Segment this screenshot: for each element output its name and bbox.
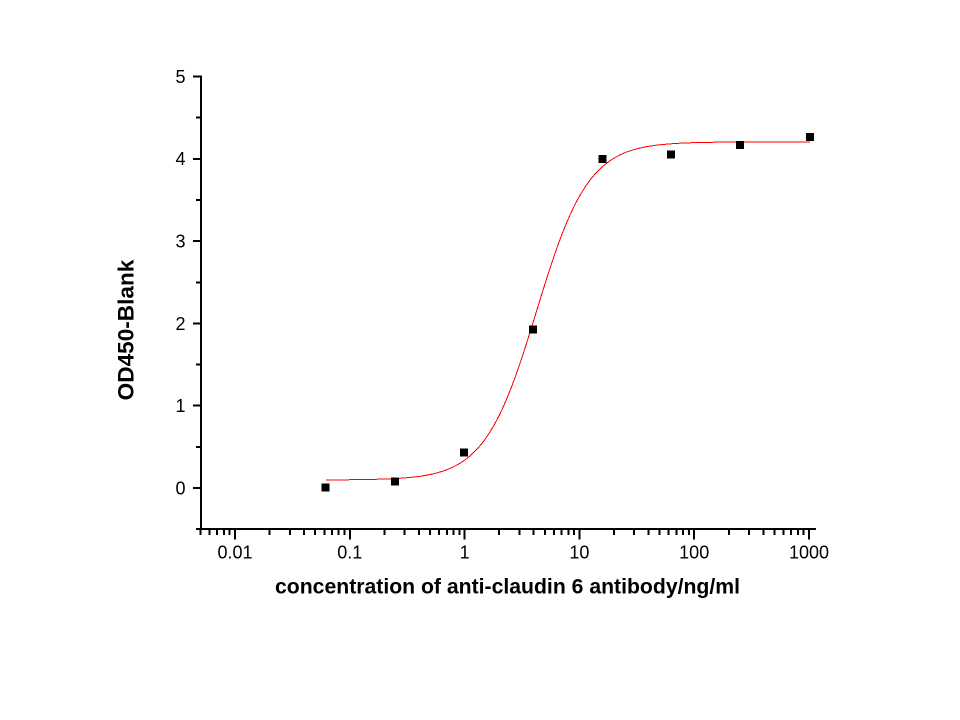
- svg-text:concentration of anti-claudin: concentration of anti-claudin 6 antibody…: [275, 576, 740, 599]
- svg-text:100: 100: [679, 543, 709, 563]
- svg-text:2: 2: [175, 314, 185, 334]
- svg-text:1: 1: [460, 543, 470, 563]
- svg-text:5: 5: [175, 67, 185, 87]
- svg-text:0.1: 0.1: [337, 543, 362, 563]
- svg-text:OD450-Blank: OD450-Blank: [114, 259, 139, 400]
- svg-text:10: 10: [569, 543, 589, 563]
- svg-text:1: 1: [175, 396, 185, 416]
- svg-text:3: 3: [175, 232, 185, 252]
- svg-text:1000: 1000: [789, 543, 829, 563]
- svg-text:4: 4: [175, 149, 185, 169]
- svg-text:0.01: 0.01: [217, 543, 252, 563]
- svg-text:0: 0: [175, 478, 185, 498]
